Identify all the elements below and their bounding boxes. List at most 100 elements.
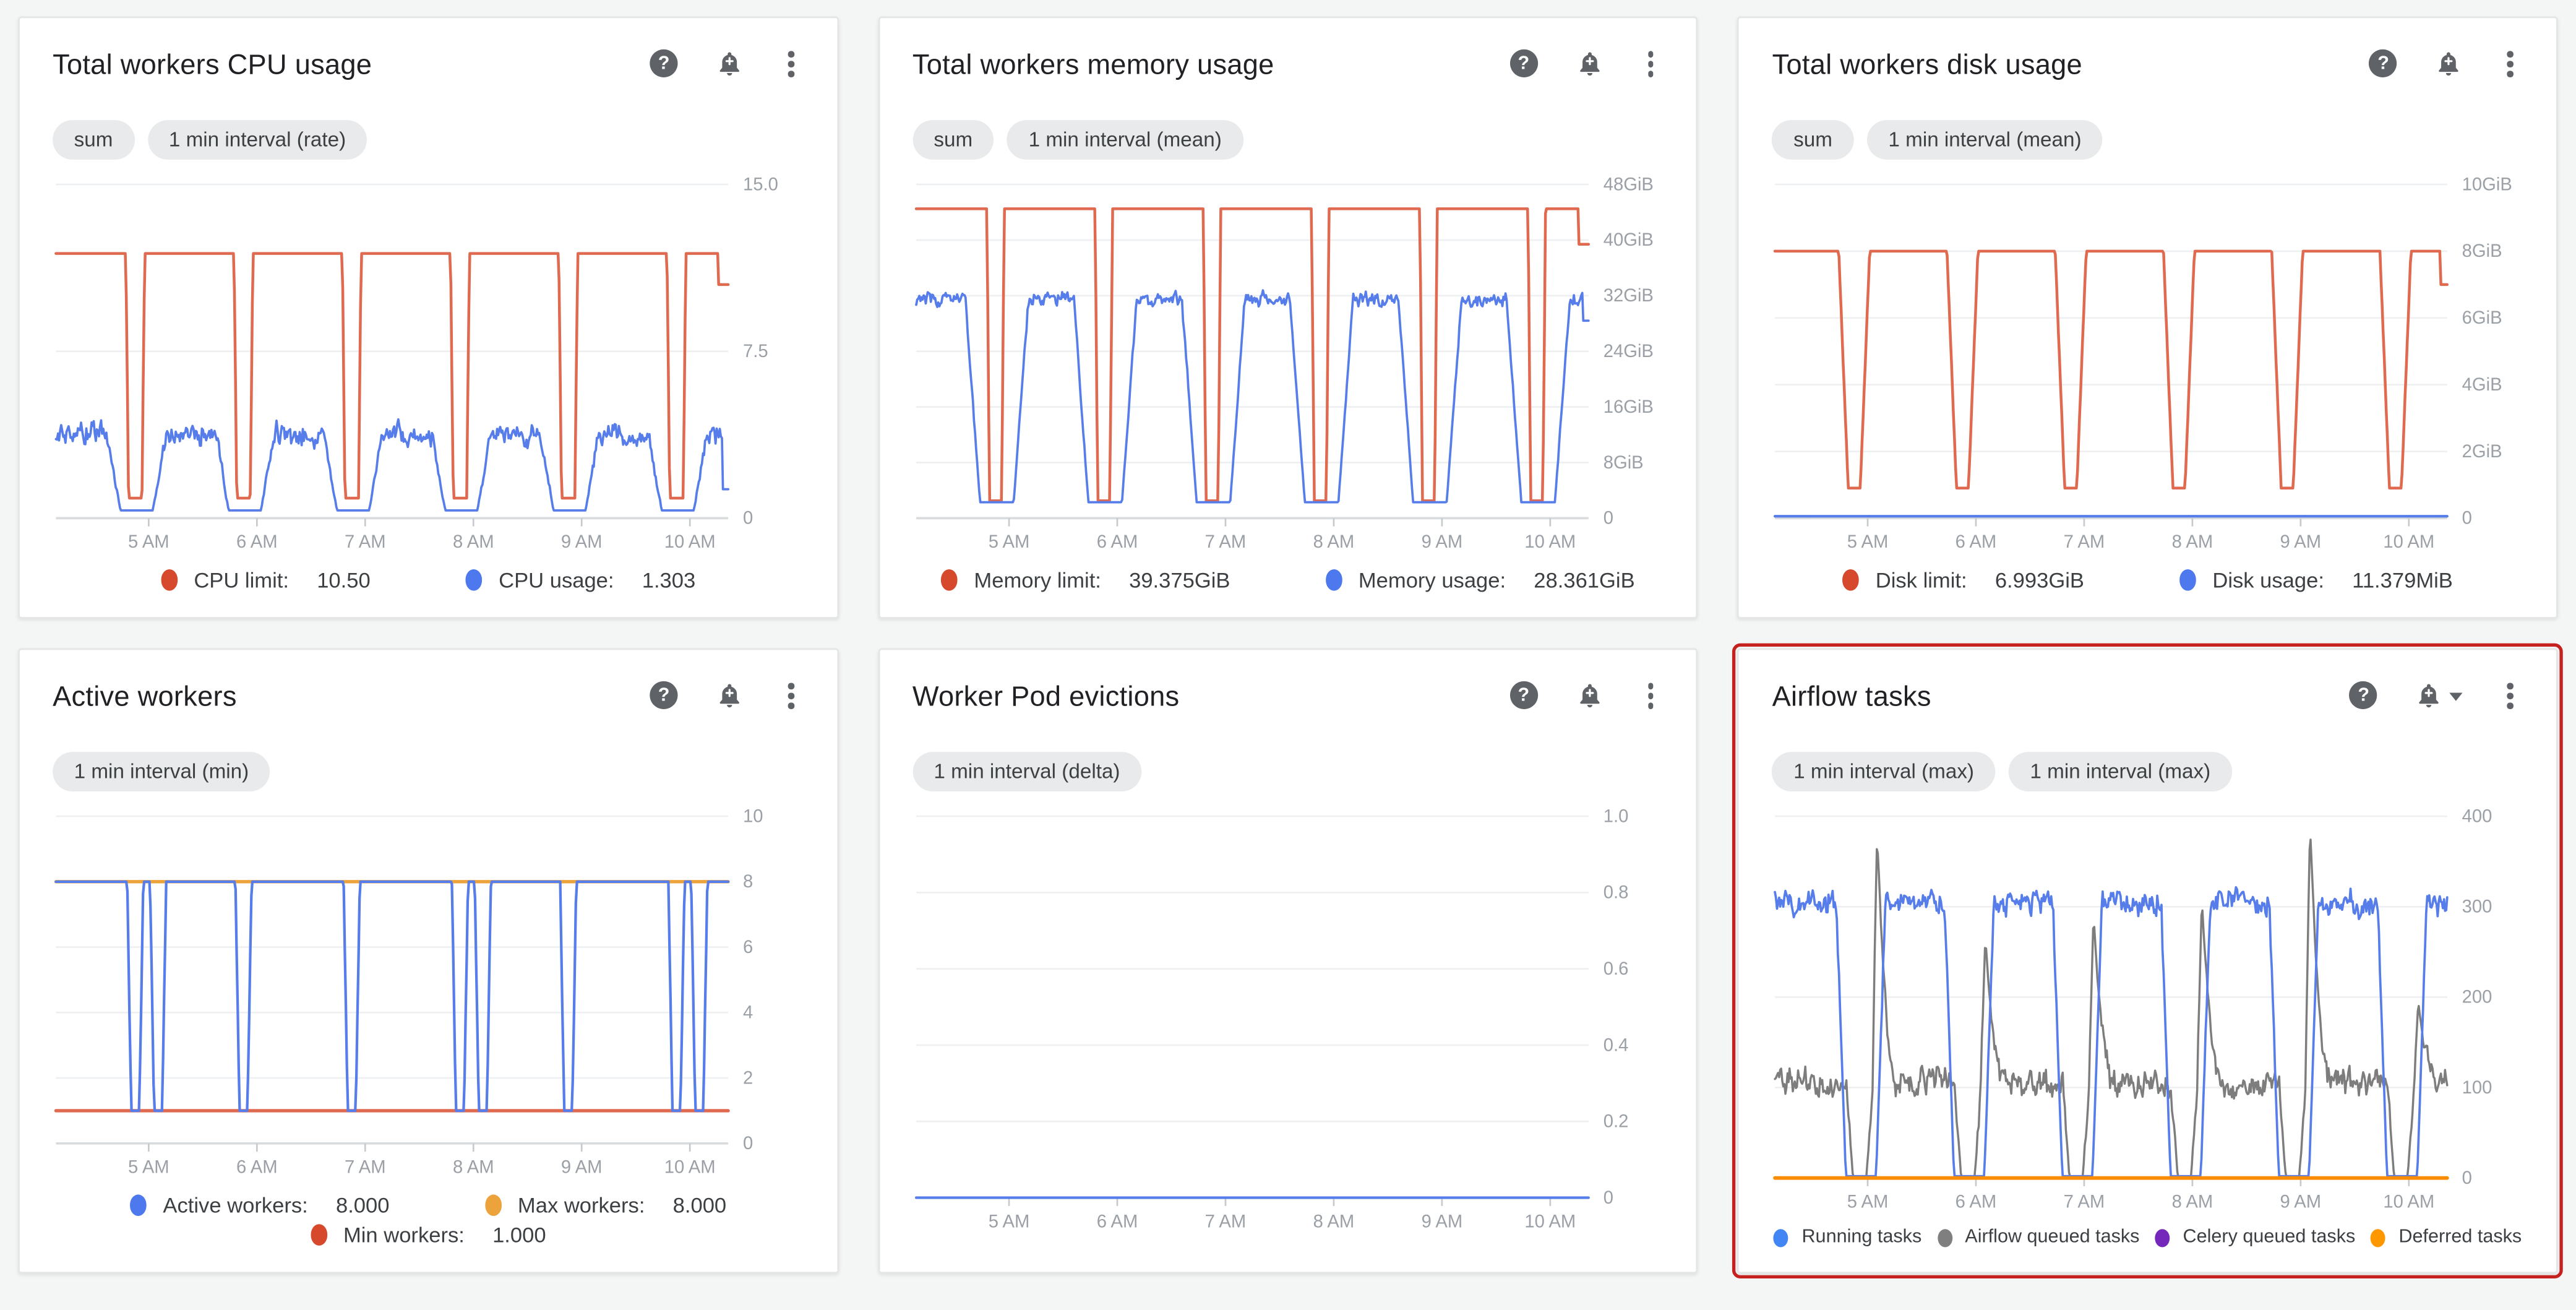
alert-bell-button[interactable] [1576, 50, 1604, 79]
legend-dot [941, 569, 958, 590]
interval-chip: 1 min interval (mean) [1866, 120, 2103, 160]
legend-label: Disk usage: [2212, 567, 2324, 593]
legend-item[interactable]: Running tasks [1774, 1228, 1921, 1248]
chart-canvas[interactable]: 10GiB 8GiB 6GiB 4GiB 2GiB 0 5 AM 6 AM 7 AM 8 AM 9 … [1772, 173, 2523, 561]
x-axis-label: 6 AM [236, 1158, 278, 1178]
alert-bell-button[interactable] [2435, 50, 2463, 79]
y-axis-label: 7.5 [743, 342, 768, 361]
legend-item[interactable]: Disk usage: 11.379MiB [2179, 567, 2453, 592]
legend-value: 39.375GiB [1129, 567, 1230, 593]
interval-chip: sum [1772, 120, 1854, 160]
kebab-menu-icon[interactable] [2501, 679, 2520, 712]
y-axis-label: 2GiB [2463, 442, 2503, 462]
chart-canvas[interactable]: 10 8 6 4 2 0 5 AM 6 AM 7 AM 8 AM 9 AM 10 AM [53, 804, 804, 1186]
chart-canvas[interactable]: 15.0 7.5 0 5 AM 6 AM 7 AM 8 AM 9 AM 10 AM [53, 173, 804, 561]
caret-down-icon[interactable] [2450, 693, 2463, 702]
kebab-menu-icon[interactable] [1641, 679, 1660, 712]
legend-label: Max workers: [517, 1192, 645, 1218]
legend-dot [1937, 1228, 1952, 1247]
interval-chip: sum [912, 120, 994, 160]
legend-item[interactable]: Active workers: 8.000 [130, 1193, 390, 1218]
legend-label: Memory limit: [974, 567, 1101, 593]
chip-row: sum 1 min interval (mean) [1772, 120, 2523, 160]
series-airflow-queued-tasks [1774, 838, 2449, 1179]
alert-bell-icon [719, 52, 740, 76]
legend-item[interactable]: Min workers: 1.000 [310, 1223, 546, 1248]
chip-row: sum 1 min interval (mean) [912, 120, 1664, 160]
help-icon[interactable]: ? [2369, 50, 2398, 79]
alert-bell-icon [2439, 52, 2459, 76]
kebab-menu-icon[interactable] [781, 48, 801, 80]
card-title: Active workers [53, 681, 237, 713]
metric-card: Total workers CPU usage ? sum 1 min inter… [18, 16, 839, 619]
legend-item[interactable]: Deferred tasks [2371, 1228, 2522, 1248]
legend-item[interactable]: Celery queued tasks [2155, 1228, 2355, 1248]
legend-label: CPU usage: [499, 567, 614, 593]
alert-bell-icon [2419, 684, 2439, 708]
help-icon[interactable]: ? [650, 50, 678, 79]
kebab-menu-icon[interactable] [781, 679, 801, 712]
legend-dot [2371, 1228, 2386, 1247]
y-axis-label: 0 [1603, 1188, 1613, 1208]
x-axis-label: 9 AM [1421, 532, 1462, 552]
help-icon[interactable]: ? [2350, 682, 2378, 710]
y-axis-label: 0 [743, 509, 753, 528]
chart-canvas[interactable]: 400 300 200 100 0 5 AM 6 AM 7 AM 8 AM 9 AM 10 AM [1772, 804, 2523, 1221]
series-memory-usage [914, 289, 1589, 504]
x-axis-label: 7 AM [2064, 1192, 2106, 1212]
legend-item[interactable]: Memory limit: 39.375GiB [941, 567, 1230, 592]
kebab-menu-icon[interactable] [1641, 48, 1660, 80]
x-axis-label: 6 AM [236, 532, 278, 552]
y-axis-label: 0 [2463, 509, 2473, 528]
legend-item[interactable]: Memory usage: 28.361GiB [1325, 567, 1635, 592]
help-icon[interactable]: ? [650, 682, 678, 710]
alert-bell-button[interactable] [1576, 681, 1604, 711]
chart-canvas[interactable]: 1.0 0.8 0.6 0.4 0.2 0 5 AM 6 AM 7 AM 8 AM 9 AM 10 A… [912, 804, 1664, 1241]
y-axis-label: 1.0 [1603, 806, 1628, 826]
legend-row: Min workers: 1.000 [53, 1223, 804, 1248]
legend-item[interactable]: Max workers: 8.000 [484, 1192, 726, 1218]
help-icon[interactable]: ? [1509, 682, 1538, 710]
y-axis-label: 48GiB [1603, 175, 1653, 194]
y-axis-label: 0 [2463, 1168, 2473, 1188]
help-icon[interactable]: ? [1509, 50, 1538, 79]
legend-dot [130, 1195, 147, 1216]
alert-bell-button[interactable] [716, 681, 744, 711]
legend-item[interactable]: CPU limit: 10.50 [161, 567, 371, 592]
x-axis-label: 8 AM [453, 532, 494, 552]
x-axis-label: 5 AM [1848, 1192, 1889, 1212]
y-axis-label: 4 [743, 1003, 753, 1023]
chip-row: 1 min interval (delta) [912, 752, 1664, 791]
chart-legend: Disk limit: 6.993GiB Disk usage: 11.379MiB [1772, 561, 2523, 607]
chart-canvas[interactable]: 48GiB 40GiB 32GiB 24GiB 16GiB 8GiB 0 5 AM 6 AM 7 … [912, 173, 1664, 561]
y-axis-label: 8 [743, 872, 753, 892]
y-axis-label: 0.4 [1603, 1035, 1628, 1055]
y-axis-label: 0.6 [1603, 959, 1628, 979]
y-axis-label: 6 [743, 937, 753, 957]
card-header: Total workers memory usage ? [912, 43, 1664, 82]
interval-chip: 1 min interval (mean) [1007, 120, 1243, 160]
y-axis-label: 400 [2463, 806, 2493, 826]
y-axis-label: 4GiB [2463, 375, 2503, 395]
y-axis-label: 10GiB [2463, 175, 2513, 194]
card-title: Total workers disk usage [1772, 49, 2082, 81]
chip-row: 1 min interval (min) [53, 752, 804, 791]
alert-bell-icon [1579, 684, 1599, 708]
legend-dot [2179, 569, 2196, 590]
x-axis-label: 9 AM [2280, 532, 2322, 552]
legend-item[interactable]: CPU usage: 1.303 [465, 567, 695, 593]
y-axis-label: 8GiB [2463, 241, 2503, 261]
alert-bell-button[interactable] [2415, 681, 2463, 711]
metric-card: Worker Pod evictions ? 1 min interval (d… [877, 648, 1698, 1274]
legend-item[interactable]: Disk limit: 6.993GiB [1842, 567, 2084, 592]
y-axis-label: 8GiB [1603, 453, 1643, 473]
x-axis-label: 5 AM [1848, 532, 1889, 552]
series-running-tasks [1774, 886, 2449, 1178]
chart-legend [912, 1241, 1664, 1262]
kebab-menu-icon[interactable] [2501, 48, 2520, 80]
legend-item[interactable]: Airflow queued tasks [1937, 1228, 2139, 1248]
alert-bell-button[interactable] [716, 50, 744, 79]
legend-row: Running tasks Airflow queued tasks Celery … [1772, 1228, 2523, 1248]
x-axis-label: 5 AM [128, 1158, 170, 1178]
x-axis-label: 10 AM [664, 532, 716, 552]
